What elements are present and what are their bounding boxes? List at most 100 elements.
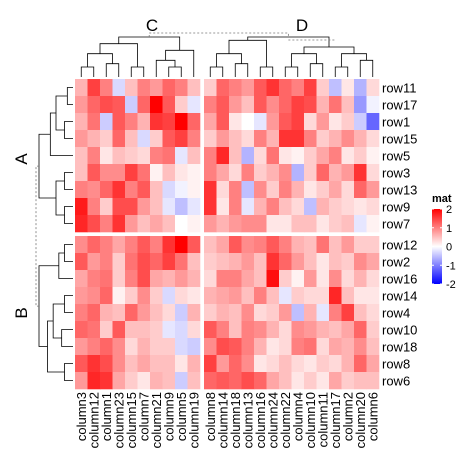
- heatmap-cell: [204, 147, 217, 165]
- heatmap-cell: [354, 304, 367, 322]
- heatmap-cell: [87, 181, 101, 199]
- heatmap-cell: [204, 338, 217, 356]
- heatmap-cell: [291, 164, 305, 182]
- heatmap-cell: [341, 253, 355, 271]
- legend-colorbar: [432, 209, 442, 284]
- heatmap-cell: [241, 355, 255, 373]
- heatmap-cell: [266, 236, 280, 254]
- column-dendrogram-branch: [291, 53, 317, 67]
- heatmap-cell: [229, 181, 242, 199]
- heatmap-cell: [125, 338, 138, 356]
- heatmap-cell: [150, 236, 163, 254]
- heatmap-cell: [229, 96, 242, 114]
- heatmap-cell: [279, 113, 292, 131]
- heatmap-cell: [216, 79, 230, 97]
- heatmap-cell: [175, 79, 188, 97]
- heatmap-cell: [137, 321, 151, 339]
- heatmap-cell: [187, 96, 201, 114]
- heatmap-cell: [216, 338, 230, 356]
- heatmap-cell: [187, 130, 201, 148]
- row-label: row13: [382, 183, 417, 198]
- heatmap-cell: [216, 181, 230, 199]
- heatmap-cell: [241, 287, 255, 305]
- heatmap-cell: [266, 113, 280, 131]
- heatmap-cell: [254, 130, 267, 148]
- legend-tick-label: 1: [446, 223, 452, 235]
- heatmap-cell: [100, 147, 113, 165]
- heatmap-cell: [229, 147, 242, 165]
- column-label: column5: [174, 392, 189, 441]
- heatmap-cell: [366, 215, 380, 233]
- heatmap-cell: [204, 270, 217, 288]
- heatmap-cell: [125, 147, 138, 165]
- column-dendrogram-branch: [155, 59, 176, 77]
- heatmap-cell: [150, 96, 163, 114]
- heatmap-cell: [100, 287, 113, 305]
- heatmap-cell: [329, 130, 342, 148]
- heatmap-cell: [241, 198, 255, 216]
- heatmap-cell: [175, 198, 188, 216]
- heatmap-cell: [137, 79, 151, 97]
- heatmap-cell: [75, 355, 88, 373]
- row-dendrogram-branch: [38, 265, 59, 347]
- heatmap-cell: [341, 338, 355, 356]
- heatmap-cell: [137, 270, 151, 288]
- heatmap-cell: [341, 113, 355, 131]
- heatmap-cell: [125, 164, 138, 182]
- heatmap-cell: [229, 164, 242, 182]
- heatmap-cell: [187, 253, 201, 271]
- heatmap-cell: [329, 355, 342, 373]
- heatmap-cell: [266, 253, 280, 271]
- heatmap-cell: [266, 198, 280, 216]
- heatmap-cell: [162, 372, 176, 390]
- heatmap-cell: [229, 113, 242, 131]
- heatmap-cell: [341, 287, 355, 305]
- heatmap-cell: [216, 215, 230, 233]
- column-label: column19: [186, 392, 201, 448]
- row-dendrogram-branch: [55, 95, 68, 131]
- heatmap-cell: [137, 130, 151, 148]
- heatmap-cell: [329, 372, 342, 390]
- heatmap-cell: [279, 79, 292, 97]
- heatmap-cell: [87, 215, 101, 233]
- heatmap-cell: [341, 270, 355, 288]
- heatmap-cell: [204, 79, 217, 97]
- heatmap-cell: [75, 338, 88, 356]
- column-label: column3: [74, 392, 89, 441]
- heatmap-cell: [354, 355, 367, 373]
- heatmap-cell: [354, 96, 367, 114]
- heatmap-cell: [279, 198, 292, 216]
- heatmap-cell: [204, 372, 217, 390]
- heatmap-cell: [354, 253, 367, 271]
- legend-ticks: 2 1 0 -1 -2: [432, 204, 456, 291]
- heatmap-cell: [366, 253, 380, 271]
- heatmap-cell: [354, 130, 367, 148]
- heatmap-cell: [316, 236, 330, 254]
- heatmap-cell: [316, 287, 330, 305]
- column-label: column2: [340, 392, 355, 441]
- heatmap-cell: [150, 198, 163, 216]
- heatmap-cell: [75, 215, 88, 233]
- heatmap-cell: [254, 96, 267, 114]
- heatmap-cell: [241, 181, 255, 199]
- heatmap-cell: [125, 355, 138, 373]
- heatmap-cell: [100, 198, 113, 216]
- heatmap-cell: [75, 321, 88, 339]
- heatmap-cell: [329, 147, 342, 165]
- heatmap-cell: [162, 198, 176, 216]
- heatmap-cell: [175, 355, 188, 373]
- heatmap-cell: [241, 338, 255, 356]
- heatmap-cell: [291, 130, 305, 148]
- heatmap-cell: [112, 321, 126, 339]
- heatmap-cell: [304, 355, 317, 373]
- heatmap-cell: [366, 181, 380, 199]
- heatmap-cell: [112, 253, 126, 271]
- row-group-label-b: B: [12, 307, 31, 318]
- heatmap-cell: [204, 130, 217, 148]
- heatmap-cell: [175, 321, 188, 339]
- heatmap-cell: [100, 113, 113, 131]
- row-labels: row11 row17 row1 row15 row5 row3 row13 row9 row7…: [382, 81, 417, 389]
- heatmap-cell: [254, 304, 267, 322]
- column-group-label-d: D: [296, 16, 308, 35]
